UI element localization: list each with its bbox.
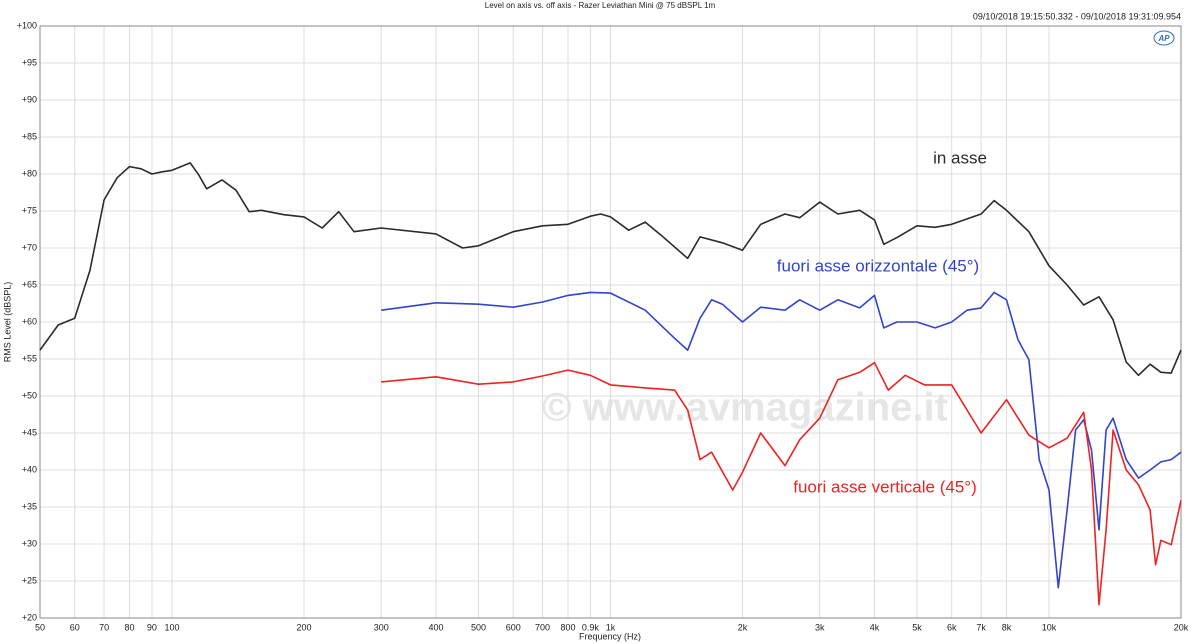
x-tick-label: 400 (428, 622, 443, 632)
y-tick-label: +100 (17, 20, 37, 30)
x-tick-label: 0.9k (582, 622, 600, 632)
x-tick-label: 70 (99, 622, 109, 632)
y-tick-label: +40 (22, 464, 37, 474)
x-tick-label: 7k (976, 622, 986, 632)
x-tick-label: 60 (70, 622, 80, 632)
x-tick-label: 300 (374, 622, 389, 632)
x-tick-label: 1k (606, 622, 616, 632)
x-tick-label: 100 (164, 622, 179, 632)
logo-badge (1153, 30, 1175, 46)
timestamp: 09/10/2018 19:15:50.332 - 09/10/2018 19:… (973, 11, 1181, 21)
chart-title: Level on axis vs. off axis - Razer Levia… (485, 1, 716, 10)
x-tick-label: 5k (912, 622, 922, 632)
series-line (381, 361, 1182, 606)
series-label: fuori asse orizzontale (45°) (777, 256, 979, 275)
logo-text: AP (1157, 34, 1170, 43)
x-tick-label: 20k (1174, 622, 1189, 632)
logo: AP (1153, 30, 1175, 46)
y-tick-label: +50 (22, 390, 37, 400)
x-tick-label: 200 (296, 622, 311, 632)
y-tick-label: +75 (22, 205, 37, 215)
x-tick-label: 6k (947, 622, 957, 632)
y-tick-label: +95 (22, 57, 37, 67)
series-line (39, 162, 1182, 377)
y-tick-label: +85 (22, 131, 37, 141)
x-tick-label: 500 (471, 622, 486, 632)
y-tick-label: +90 (22, 94, 37, 104)
series-label: fuori asse verticale (45°) (793, 477, 976, 496)
x-tick-label: 2k (738, 622, 748, 632)
x-tick-label: 10k (1042, 622, 1057, 632)
x-tick-label: 700 (535, 622, 550, 632)
series-line (381, 291, 1182, 589)
y-tick-label: +35 (22, 501, 37, 511)
x-tick-label: 90 (147, 622, 157, 632)
series-label: in asse (933, 148, 987, 167)
plot-border (39, 25, 1182, 619)
y-tick-label: +55 (22, 353, 37, 363)
x-tick-label: 3k (815, 622, 825, 632)
x-tick-label: 4k (870, 622, 880, 632)
y-tick-label: +20 (22, 612, 37, 622)
watermark: © www.avmagazine.it (542, 386, 948, 430)
y-tick-label: +60 (22, 316, 37, 326)
x-tick-label: 8k (1002, 622, 1012, 632)
y-tick-label: +45 (22, 427, 37, 437)
x-tick-label: 800 (560, 622, 575, 632)
y-tick-label: +65 (22, 279, 37, 289)
x-tick-label: 80 (124, 622, 134, 632)
y-tick-label: +80 (22, 168, 37, 178)
x-axis-label: Frequency (Hz) (579, 631, 641, 641)
y-tick-label: +70 (22, 242, 37, 252)
x-tick-label: 50 (35, 622, 45, 632)
y-tick-label: +30 (22, 538, 37, 548)
y-tick-label: +25 (22, 575, 37, 585)
x-tick-label: 600 (506, 622, 521, 632)
y-axis-label: RMS Level (dBSPL) (2, 282, 12, 363)
